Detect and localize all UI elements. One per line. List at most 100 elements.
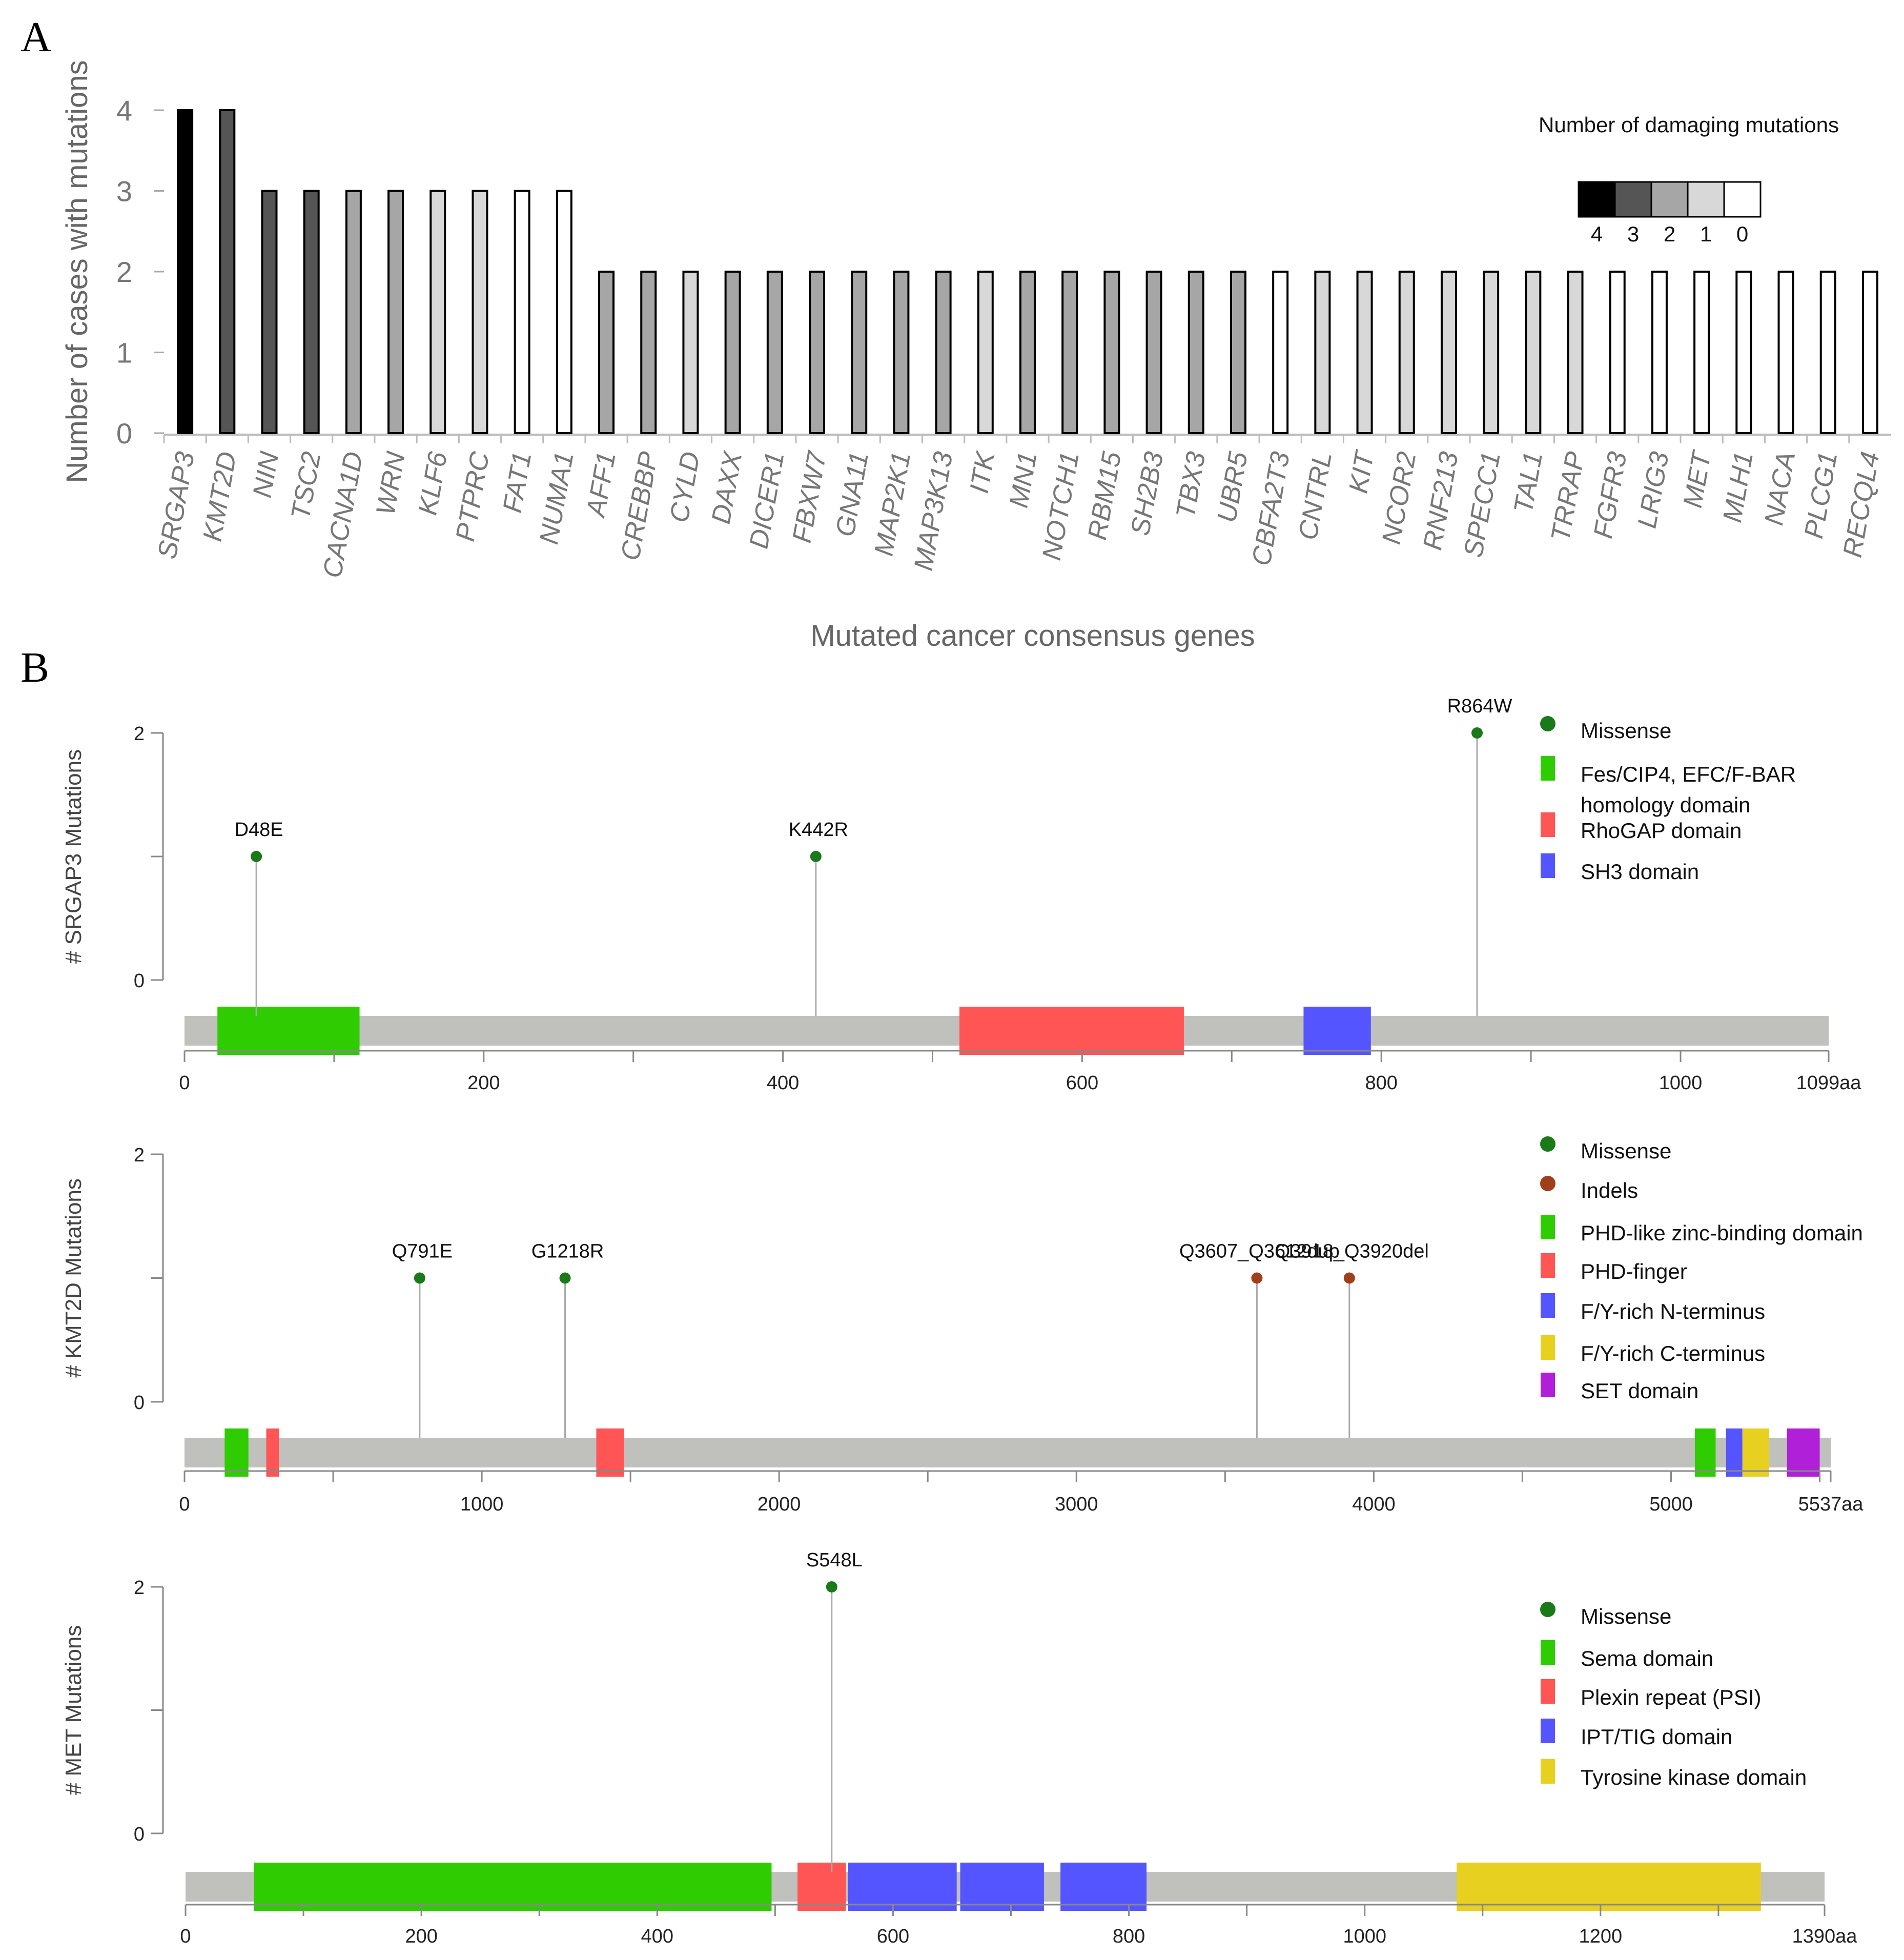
x-tick-label: 1000 xyxy=(1343,1926,1386,1947)
legend-label: Missense xyxy=(1581,1139,1671,1163)
bar xyxy=(1735,271,1752,434)
x-tick-label: CACNA1D xyxy=(317,450,368,580)
x-tick-label: FGFR3 xyxy=(1588,450,1633,541)
legend-level-label: 2 xyxy=(1664,222,1675,246)
legend-level-label: 1 xyxy=(1700,222,1712,246)
protein-domain xyxy=(254,1863,772,1911)
y-axis-title: # KMT2D Mutations xyxy=(61,1178,86,1378)
bar xyxy=(1693,271,1710,434)
lollipop-head xyxy=(251,851,262,862)
bar xyxy=(1861,271,1878,434)
x-tick-label: NUMA1 xyxy=(534,450,580,546)
bar xyxy=(1819,271,1836,434)
legend-swatch xyxy=(1541,1719,1555,1743)
bar xyxy=(429,190,446,434)
bar xyxy=(724,271,741,434)
x-tick-label: NACA xyxy=(1759,450,1801,527)
x-axis-end-label: 1390aa xyxy=(1792,1926,1858,1947)
x-tick-label: FAT1 xyxy=(498,450,538,515)
x-tick-label: 0 xyxy=(179,1072,190,1094)
bar xyxy=(1230,271,1246,434)
protein-domain xyxy=(1787,1428,1820,1477)
x-tick-label: MLH1 xyxy=(1717,450,1759,525)
legend-level-label: 4 xyxy=(1591,222,1603,246)
bar xyxy=(177,109,194,434)
legend-level-label: 0 xyxy=(1736,222,1748,246)
legend-label: F/Y-rich C-terminus xyxy=(1581,1341,1765,1365)
x-tick-label: 3000 xyxy=(1055,1494,1098,1515)
legend-dot-marker xyxy=(1540,1136,1555,1152)
x-tick-label: DAXX xyxy=(706,448,748,526)
legend-label: PHD-finger xyxy=(1581,1259,1687,1283)
bar xyxy=(1272,271,1289,434)
x-tick-label: GNA11 xyxy=(830,450,874,539)
bar xyxy=(1188,271,1204,434)
y-tick-label: 2 xyxy=(116,256,132,288)
panel-letter-a: A xyxy=(21,13,52,61)
legend-swatch xyxy=(1541,1373,1555,1397)
legend-swatch xyxy=(1650,181,1689,218)
protein-domain xyxy=(596,1428,624,1477)
legend-swatch xyxy=(1578,181,1616,218)
lollipop-head xyxy=(414,1272,425,1284)
protein-domain xyxy=(1457,1863,1761,1911)
bar xyxy=(1567,271,1584,434)
protein-domain xyxy=(1742,1428,1769,1477)
x-tick-label: 0 xyxy=(179,1494,190,1515)
x-tick-label: 200 xyxy=(405,1926,437,1947)
y-tick-label: 4 xyxy=(116,94,132,127)
x-tick-label: KMT2D xyxy=(197,450,242,544)
x-tick-label: 800 xyxy=(1365,1072,1398,1094)
mutation-label: D48E xyxy=(235,819,283,841)
x-tick-label: SRGAP3 xyxy=(152,450,200,561)
y-axis-title: # SRGAP3 Mutations xyxy=(61,749,86,964)
legend-swatch xyxy=(1541,1253,1555,1278)
x-tick-label: CBFA2T3 xyxy=(1246,450,1296,568)
bar xyxy=(893,271,910,434)
x-tick-label: 5000 xyxy=(1649,1494,1693,1515)
bar xyxy=(1777,271,1794,434)
legend-label: F/Y-rich N-terminus xyxy=(1581,1299,1765,1323)
x-tick-label: DICER1 xyxy=(744,450,790,551)
legend-label: Plexin repeat (PSI) xyxy=(1581,1685,1762,1709)
bar xyxy=(1314,271,1331,434)
mutation-label: R864W xyxy=(1447,696,1512,717)
legend-swatch xyxy=(1541,1335,1555,1360)
bar xyxy=(345,190,362,434)
y-tick-label: 2 xyxy=(134,1577,145,1599)
panel-letter-b: B xyxy=(21,644,49,691)
x-tick-label: PLCG1 xyxy=(1799,450,1844,541)
legend-swatch xyxy=(1614,181,1652,218)
lollipop-head xyxy=(810,851,822,862)
bar xyxy=(1525,271,1542,434)
x-tick-label: RBM15 xyxy=(1082,449,1127,542)
bar xyxy=(387,190,404,434)
x-axis-end-label: 5537aa xyxy=(1798,1494,1864,1515)
x-tick-label: SH2B3 xyxy=(1125,450,1170,538)
protein-domain xyxy=(1694,1428,1716,1477)
mutation-label: K442R xyxy=(789,819,848,841)
bar xyxy=(977,271,994,434)
protein-domain xyxy=(1303,1007,1371,1055)
protein-backbone xyxy=(185,1438,1831,1467)
legend-label: Missense xyxy=(1581,1604,1671,1628)
lollipop-head xyxy=(1251,1272,1263,1284)
bar xyxy=(261,190,278,434)
x-tick-label: NCOR2 xyxy=(1377,450,1422,546)
legend-swatch xyxy=(1541,756,1555,781)
x-tick-label: 800 xyxy=(1113,1926,1145,1947)
y-tick-label: 2 xyxy=(134,1145,145,1166)
x-tick-label: FBXW7 xyxy=(787,448,833,545)
y-tick-label: 2 xyxy=(134,723,145,745)
bar xyxy=(1651,271,1668,434)
protein-domain xyxy=(797,1863,846,1911)
x-tick-label: 400 xyxy=(641,1926,673,1947)
x-tick-label: AFF1 xyxy=(581,450,622,520)
y-tick-label: 0 xyxy=(134,1392,145,1414)
legend-label: RhoGAP domain xyxy=(1581,819,1742,843)
mutation-label: S548L xyxy=(806,1549,863,1571)
legend-swatch xyxy=(1723,181,1762,218)
legend-swatch xyxy=(1541,1293,1555,1318)
